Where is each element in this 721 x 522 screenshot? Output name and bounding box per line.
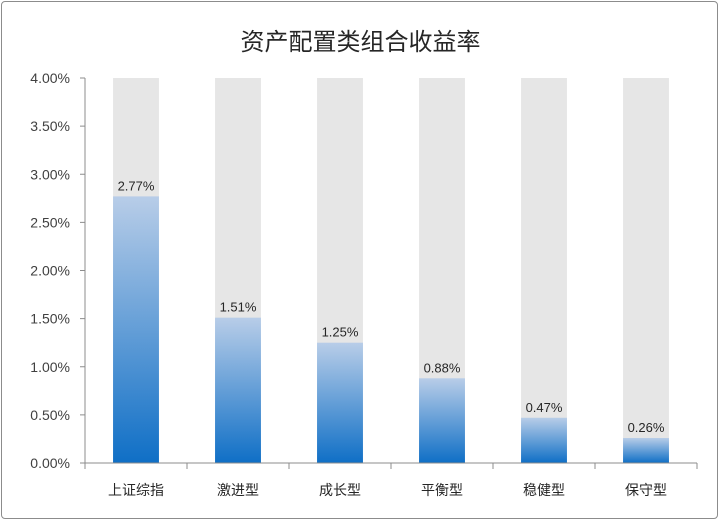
y-tick-label: 0.00%: [30, 455, 70, 471]
data-label: 1.51%: [220, 300, 257, 315]
data-label: 0.26%: [628, 420, 665, 435]
x-tick-label: 成长型: [319, 483, 361, 499]
y-tick-label: 3.00%: [30, 166, 70, 182]
y-tick-label: 1.50%: [30, 311, 70, 327]
background-bar: [521, 78, 567, 463]
data-label: 0.88%: [424, 360, 461, 375]
x-tick-label: 平衡型: [421, 483, 463, 499]
bar: [521, 417, 567, 463]
y-tick-label: 1.00%: [30, 359, 70, 375]
background-bar: [623, 78, 669, 463]
bar: [113, 196, 159, 463]
data-label: 0.47%: [526, 400, 563, 415]
y-tick-label: 0.50%: [30, 407, 70, 423]
chart-title: 资产配置类组合收益率: [240, 28, 481, 56]
data-label: 1.25%: [322, 325, 359, 340]
x-tick-label: 上证综指: [108, 483, 164, 499]
x-tick-label: 保守型: [625, 483, 667, 499]
y-tick-label: 2.00%: [30, 263, 70, 279]
bar: [317, 342, 363, 463]
x-tick-label: 激进型: [217, 482, 259, 499]
bar: [215, 317, 261, 463]
y-tick-label: 4.00%: [30, 70, 70, 86]
bar: [419, 378, 465, 463]
y-tick-label: 3.50%: [30, 118, 70, 134]
data-label: 2.77%: [118, 178, 155, 193]
x-tick-label: 稳健型: [523, 483, 565, 499]
y-tick-label: 2.50%: [30, 214, 70, 230]
bar: [623, 437, 669, 463]
